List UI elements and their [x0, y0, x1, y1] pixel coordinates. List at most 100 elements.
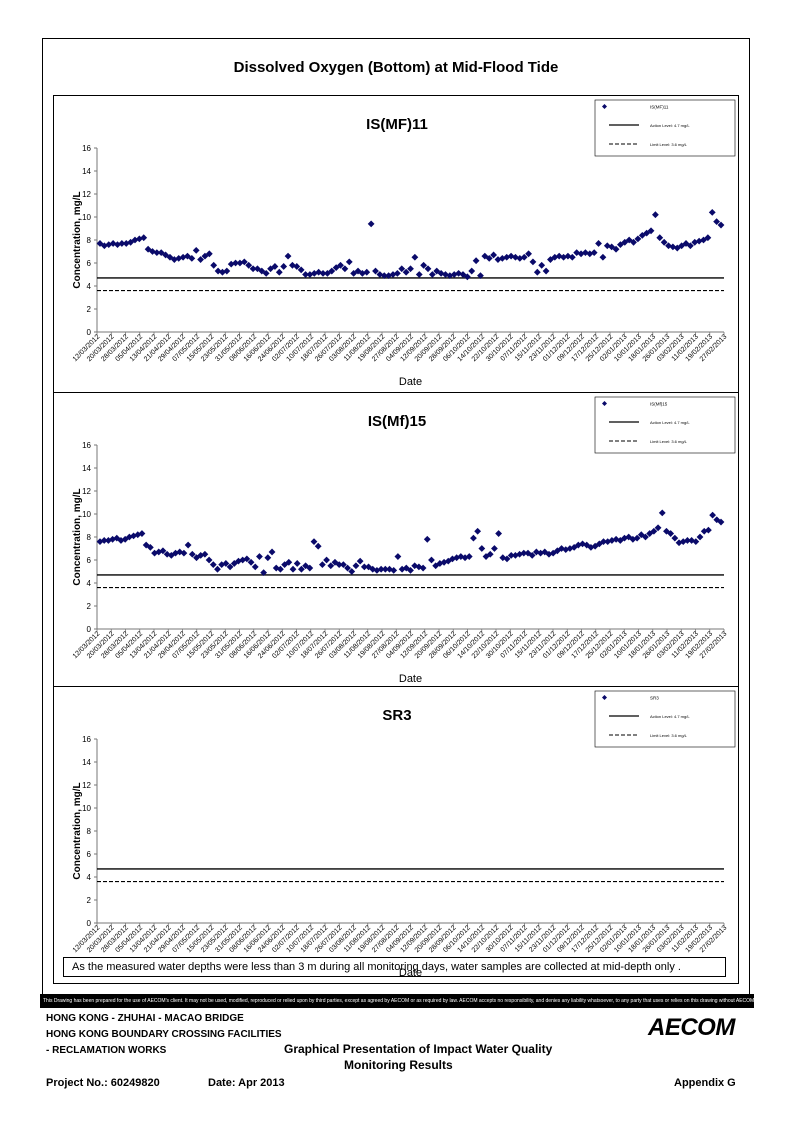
data-point	[356, 557, 364, 565]
data-point	[428, 556, 435, 564]
y-tick-label: 0	[87, 328, 92, 337]
data-point	[512, 253, 519, 261]
data-point	[293, 263, 301, 270]
data-point	[122, 240, 130, 247]
footer-appendix: Appendix G	[674, 1077, 736, 1089]
data-point	[419, 564, 427, 572]
data-point	[159, 547, 167, 555]
data-point	[335, 561, 343, 568]
data-point	[256, 553, 263, 560]
data-point	[590, 249, 598, 257]
data-point	[528, 552, 536, 559]
data-point	[491, 545, 498, 552]
data-point	[306, 564, 314, 572]
y-axis-title: Concentration, mg/L	[72, 488, 83, 585]
legend-box	[594, 396, 736, 454]
data-point	[692, 538, 700, 545]
data-point	[184, 541, 192, 549]
data-point	[529, 258, 537, 266]
data-point	[275, 268, 283, 276]
data-point	[393, 269, 401, 277]
y-axis-title: Concentration, mg/L	[72, 191, 83, 288]
footer-date: Date: Apr 2013	[208, 1077, 285, 1089]
data-point	[268, 548, 276, 556]
data-point	[100, 537, 108, 544]
data-point	[669, 243, 677, 251]
data-point	[652, 211, 659, 219]
data-point	[328, 267, 336, 275]
data-point	[423, 535, 431, 543]
data-point	[205, 250, 213, 258]
data-point	[193, 554, 200, 562]
legend-marker-diamond	[602, 401, 607, 406]
data-point	[125, 533, 133, 541]
data-point	[477, 272, 484, 280]
data-point	[135, 235, 143, 243]
data-point	[599, 253, 607, 261]
data-point	[424, 265, 432, 273]
data-point	[337, 261, 344, 269]
data-point	[520, 549, 528, 557]
chart-panel-1: IS(MF)11 IS(MF)11 Action Level: 4.7 mg/L Li…	[53, 95, 739, 393]
data-point	[339, 561, 347, 568]
legend-marker-diamond	[602, 695, 607, 700]
footer-project-line1: HONG KONG - ZHUHAI - MACAO BRIDGE	[46, 1013, 244, 1024]
data-point	[293, 560, 301, 567]
data-point	[566, 545, 574, 552]
data-point	[144, 245, 152, 253]
data-point	[271, 263, 279, 270]
data-point	[700, 527, 708, 535]
data-point	[109, 240, 117, 247]
data-point	[616, 537, 624, 544]
y-tick-label: 16	[82, 144, 91, 153]
data-point	[654, 524, 662, 532]
data-point	[468, 267, 476, 275]
data-point	[222, 560, 230, 567]
data-point	[684, 537, 691, 544]
data-point	[390, 566, 398, 574]
y-tick-label: 12	[82, 781, 91, 790]
legend-label-limit: Limit Level: 3.6 mg/L	[650, 439, 688, 444]
report-frame: Dissolved Oxygen (Bottom) at Mid-Flood T…	[42, 38, 750, 1008]
data-point	[642, 533, 649, 541]
aecom-logo: AECOM	[648, 1014, 735, 1041]
data-point	[660, 238, 668, 246]
data-point	[219, 268, 226, 276]
legend-label-series: IS(Mf)15	[650, 402, 668, 407]
data-point	[345, 258, 353, 266]
chart-title: IS(MF)11	[366, 116, 428, 133]
data-point	[360, 563, 368, 571]
data-point	[184, 252, 191, 260]
data-point	[118, 240, 126, 247]
data-point	[407, 265, 414, 273]
data-point	[463, 273, 471, 281]
data-point	[437, 269, 445, 277]
data-point	[209, 561, 217, 568]
y-tick-label: 6	[87, 850, 92, 859]
data-point	[411, 253, 419, 261]
data-point	[188, 550, 196, 558]
data-point	[667, 530, 675, 537]
data-point	[201, 550, 209, 558]
data-point	[472, 257, 480, 265]
data-point	[663, 527, 670, 535]
data-point	[175, 255, 183, 262]
data-point	[146, 543, 154, 551]
data-point	[461, 554, 469, 562]
data-point	[717, 518, 725, 526]
chart-svg-3: SR3 SR3 Action Level: 4.7 mg/L Limit Level:…	[72, 690, 736, 979]
monitoring-note: As the measured water depths were less t…	[63, 957, 726, 977]
legend-label-series: IS(MF)11	[650, 105, 669, 110]
data-point	[630, 238, 637, 246]
data-point	[367, 220, 375, 228]
data-point	[633, 534, 641, 542]
data-point	[643, 229, 651, 237]
data-point	[474, 527, 482, 535]
data-point	[297, 266, 305, 274]
data-point	[149, 248, 156, 255]
data-point	[284, 252, 292, 260]
data-point	[223, 267, 231, 275]
page-title: Dissolved Oxygen (Bottom) at Mid-Flood T…	[233, 59, 559, 76]
y-tick-label: 6	[87, 556, 92, 565]
data-point	[650, 527, 658, 535]
